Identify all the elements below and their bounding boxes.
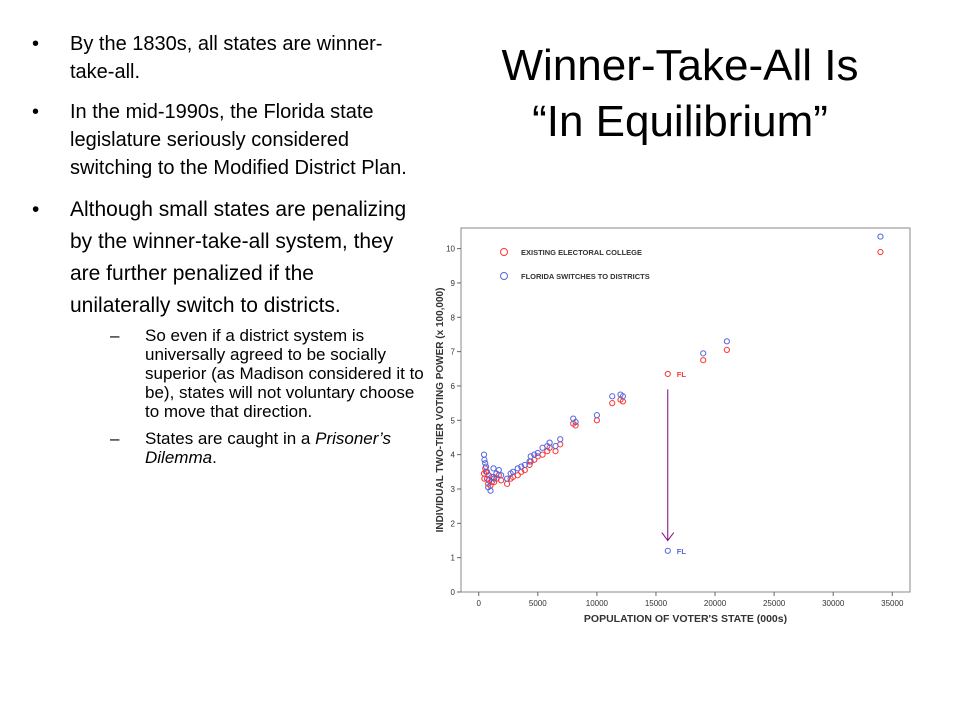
data-point (531, 451, 538, 458)
data-point (593, 417, 600, 424)
data-point (487, 487, 494, 494)
y-tick-label: 3 (451, 485, 456, 494)
sub-bullet-text-end: . (212, 448, 217, 467)
y-tick-label: 10 (446, 245, 455, 254)
bullet-item: By the 1830s, all states are winner-take… (30, 30, 410, 86)
data-point (482, 460, 489, 467)
data-point (572, 422, 579, 429)
annotation-label: FL (677, 547, 687, 556)
x-tick-label: 0 (476, 599, 481, 608)
legend-label: EXISTING ELECTORAL COLLEGE (521, 248, 642, 257)
x-tick-label: 5000 (529, 599, 547, 608)
data-point (481, 456, 488, 463)
slide-title-line: Winner-Take-All Is (501, 41, 859, 90)
data-point (514, 465, 521, 472)
data-point (877, 248, 884, 256)
data-point (514, 472, 521, 479)
data-point (664, 370, 671, 378)
bullet-item: Although small states are penalizing by … (30, 194, 424, 467)
scatter-chart: 0 5000 10000 15000 20000 25000 30000 35000 0 1 2 3 4… (435, 227, 911, 625)
y-tick-label: 9 (451, 279, 456, 288)
data-point (503, 475, 511, 482)
legend-label: FLORIDA SWITCHES TO DISTRICTS (521, 272, 650, 281)
legend-marker (500, 272, 508, 280)
data-point (490, 465, 497, 472)
data-point (498, 472, 505, 479)
data-point (503, 480, 511, 487)
legend-marker (500, 248, 508, 256)
x-tick-label: 20000 (704, 599, 727, 608)
x-tick-label: 25000 (763, 599, 786, 608)
data-point (552, 448, 559, 455)
data-point (482, 463, 490, 470)
slide-title-line: “In Equilibrium” (532, 97, 828, 146)
data-point (495, 466, 502, 474)
data-point (546, 439, 553, 446)
data-point (664, 547, 671, 554)
data-point (877, 233, 884, 240)
sub-bullet-italic: Prisoner’s Dilemma (145, 429, 392, 467)
data-point (593, 412, 600, 419)
y-tick-label: 1 (451, 554, 456, 563)
data-point (572, 418, 579, 426)
y-tick-label: 5 (451, 416, 456, 425)
plot-frame (460, 227, 911, 593)
bullet-list: By the 1830s, all states are winner-take… (30, 30, 424, 479)
sub-bullet-item: States are caught in a Prisoner’s Dilemm… (30, 429, 428, 467)
data-point (552, 442, 559, 450)
data-point (723, 346, 730, 354)
y-tick-label: 0 (451, 588, 456, 597)
bullet-item: In the mid-1990s, the Florida state legi… (30, 98, 410, 182)
data-point (490, 475, 498, 482)
data-point (700, 350, 707, 357)
x-tick-label: 10000 (586, 599, 609, 608)
data-point (483, 468, 491, 475)
x-tick-label: 35000 (881, 599, 904, 608)
x-axis-label: POPULATION OF VOTER'S STATE (000s) (584, 613, 787, 625)
data-point (509, 468, 517, 475)
data-point (527, 453, 534, 460)
data-point (480, 451, 488, 458)
data-point (521, 461, 528, 469)
data-point (498, 477, 505, 484)
sub-bullet-item: So even if a district system is universa… (30, 326, 428, 421)
sub-bullet-text: States are caught in a (145, 429, 316, 448)
data-point (518, 463, 525, 470)
sub-bullet-list: So even if a district system is universa… (30, 326, 424, 467)
slide-title: Winner-Take-All Is “In Equilibrium” (430, 38, 930, 150)
data-point (557, 436, 564, 443)
y-tick-label: 2 (451, 519, 456, 528)
arrow-head (661, 532, 675, 542)
data-point (609, 393, 616, 400)
data-point (619, 393, 626, 400)
data-point (723, 338, 730, 345)
bullet-text: Although small states are penalizing by … (70, 198, 407, 317)
data-point (700, 357, 707, 364)
x-tick-label: 30000 (822, 599, 845, 608)
y-tick-label: 8 (451, 313, 456, 322)
data-point (534, 449, 541, 457)
y-tick-label: 4 (451, 451, 456, 460)
data-point (609, 400, 616, 407)
y-tick-label: 7 (451, 348, 456, 357)
annotation-label: FL (677, 370, 687, 379)
y-tick-label: 6 (451, 382, 456, 391)
y-axis-label: INDIVIDUAL TWO-TIER VOTING POWER (x 100,… (435, 288, 446, 533)
x-tick-label: 15000 (645, 599, 668, 608)
